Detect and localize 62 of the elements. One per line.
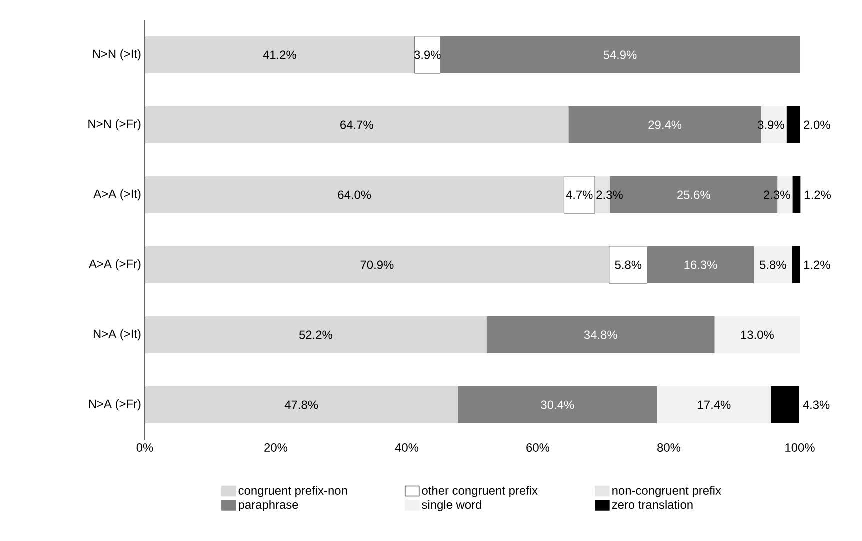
data-label: 2.0% bbox=[804, 120, 830, 130]
bar bbox=[609, 246, 648, 284]
bar bbox=[145, 176, 564, 214]
legend-label: single word bbox=[422, 500, 482, 512]
data-label: 16.3% bbox=[684, 260, 718, 270]
bar bbox=[145, 36, 415, 74]
bar bbox=[714, 316, 800, 354]
data-label: 29.4% bbox=[648, 120, 682, 130]
data-label: 3.9% bbox=[758, 120, 784, 130]
data-label: 13.0% bbox=[741, 330, 774, 340]
y-tick-label: N>N (>Fr) bbox=[88, 119, 141, 131]
data-label: 47.8% bbox=[284, 400, 318, 410]
data-label: 2.3% bbox=[596, 190, 623, 200]
data-label: 70.9% bbox=[360, 260, 394, 270]
x-tick-label: 100% bbox=[786, 444, 815, 452]
data-label: 4.7% bbox=[566, 190, 593, 200]
data-label: 5.8% bbox=[760, 260, 786, 270]
bar bbox=[145, 386, 458, 424]
bar bbox=[145, 316, 487, 354]
x-tick-label: 40% bbox=[395, 444, 419, 452]
x-tick-label: 80% bbox=[658, 444, 681, 452]
y-tick-label: N>A (>Fr) bbox=[89, 399, 141, 411]
bar bbox=[486, 316, 715, 354]
data-label: 34.8% bbox=[584, 330, 618, 340]
y-tick-label: A>A (>It) bbox=[94, 189, 141, 201]
data-label: 1.2% bbox=[804, 260, 830, 270]
bar bbox=[792, 246, 800, 284]
legend-label: other congruent prefix bbox=[422, 486, 538, 498]
legend-label: congruent prefix-non bbox=[238, 486, 348, 498]
bar bbox=[771, 386, 800, 424]
legend-label: paraphrase bbox=[239, 500, 298, 512]
x-tick-label: 20% bbox=[264, 444, 288, 452]
bar bbox=[792, 176, 801, 214]
data-label: 54.9% bbox=[604, 50, 637, 60]
data-label: 4.3% bbox=[803, 400, 830, 410]
data-label: 25.6% bbox=[678, 190, 710, 200]
data-label: 17.4% bbox=[698, 400, 731, 410]
bar bbox=[754, 246, 792, 284]
bar bbox=[786, 106, 800, 144]
bar bbox=[440, 36, 800, 74]
bar bbox=[145, 246, 610, 284]
data-label: 41.2% bbox=[263, 50, 296, 60]
bar bbox=[414, 36, 441, 74]
data-label: 30.4% bbox=[541, 400, 574, 410]
x-tick-label: 60% bbox=[526, 444, 550, 452]
data-label: 5.8% bbox=[615, 260, 642, 270]
bar bbox=[564, 176, 596, 214]
bar bbox=[647, 246, 754, 284]
y-tick-label: A>A (>Fr) bbox=[89, 259, 141, 271]
data-label: 1.2% bbox=[805, 190, 832, 200]
y-tick-label: N>N (>It) bbox=[93, 49, 141, 61]
x-tick-label: 0% bbox=[136, 444, 154, 452]
bar bbox=[458, 386, 658, 424]
y-tick-label: N>A (>It) bbox=[94, 329, 141, 341]
legend-label: zero translation bbox=[612, 500, 693, 510]
data-label: 3.9% bbox=[414, 50, 441, 60]
data-label: 64.7% bbox=[340, 120, 374, 130]
data-label: 64.0% bbox=[338, 190, 372, 200]
data-label: 52.2% bbox=[299, 330, 332, 340]
bar bbox=[145, 106, 569, 144]
legend-label: non-congruent prefix bbox=[612, 486, 722, 498]
bar bbox=[657, 386, 772, 424]
